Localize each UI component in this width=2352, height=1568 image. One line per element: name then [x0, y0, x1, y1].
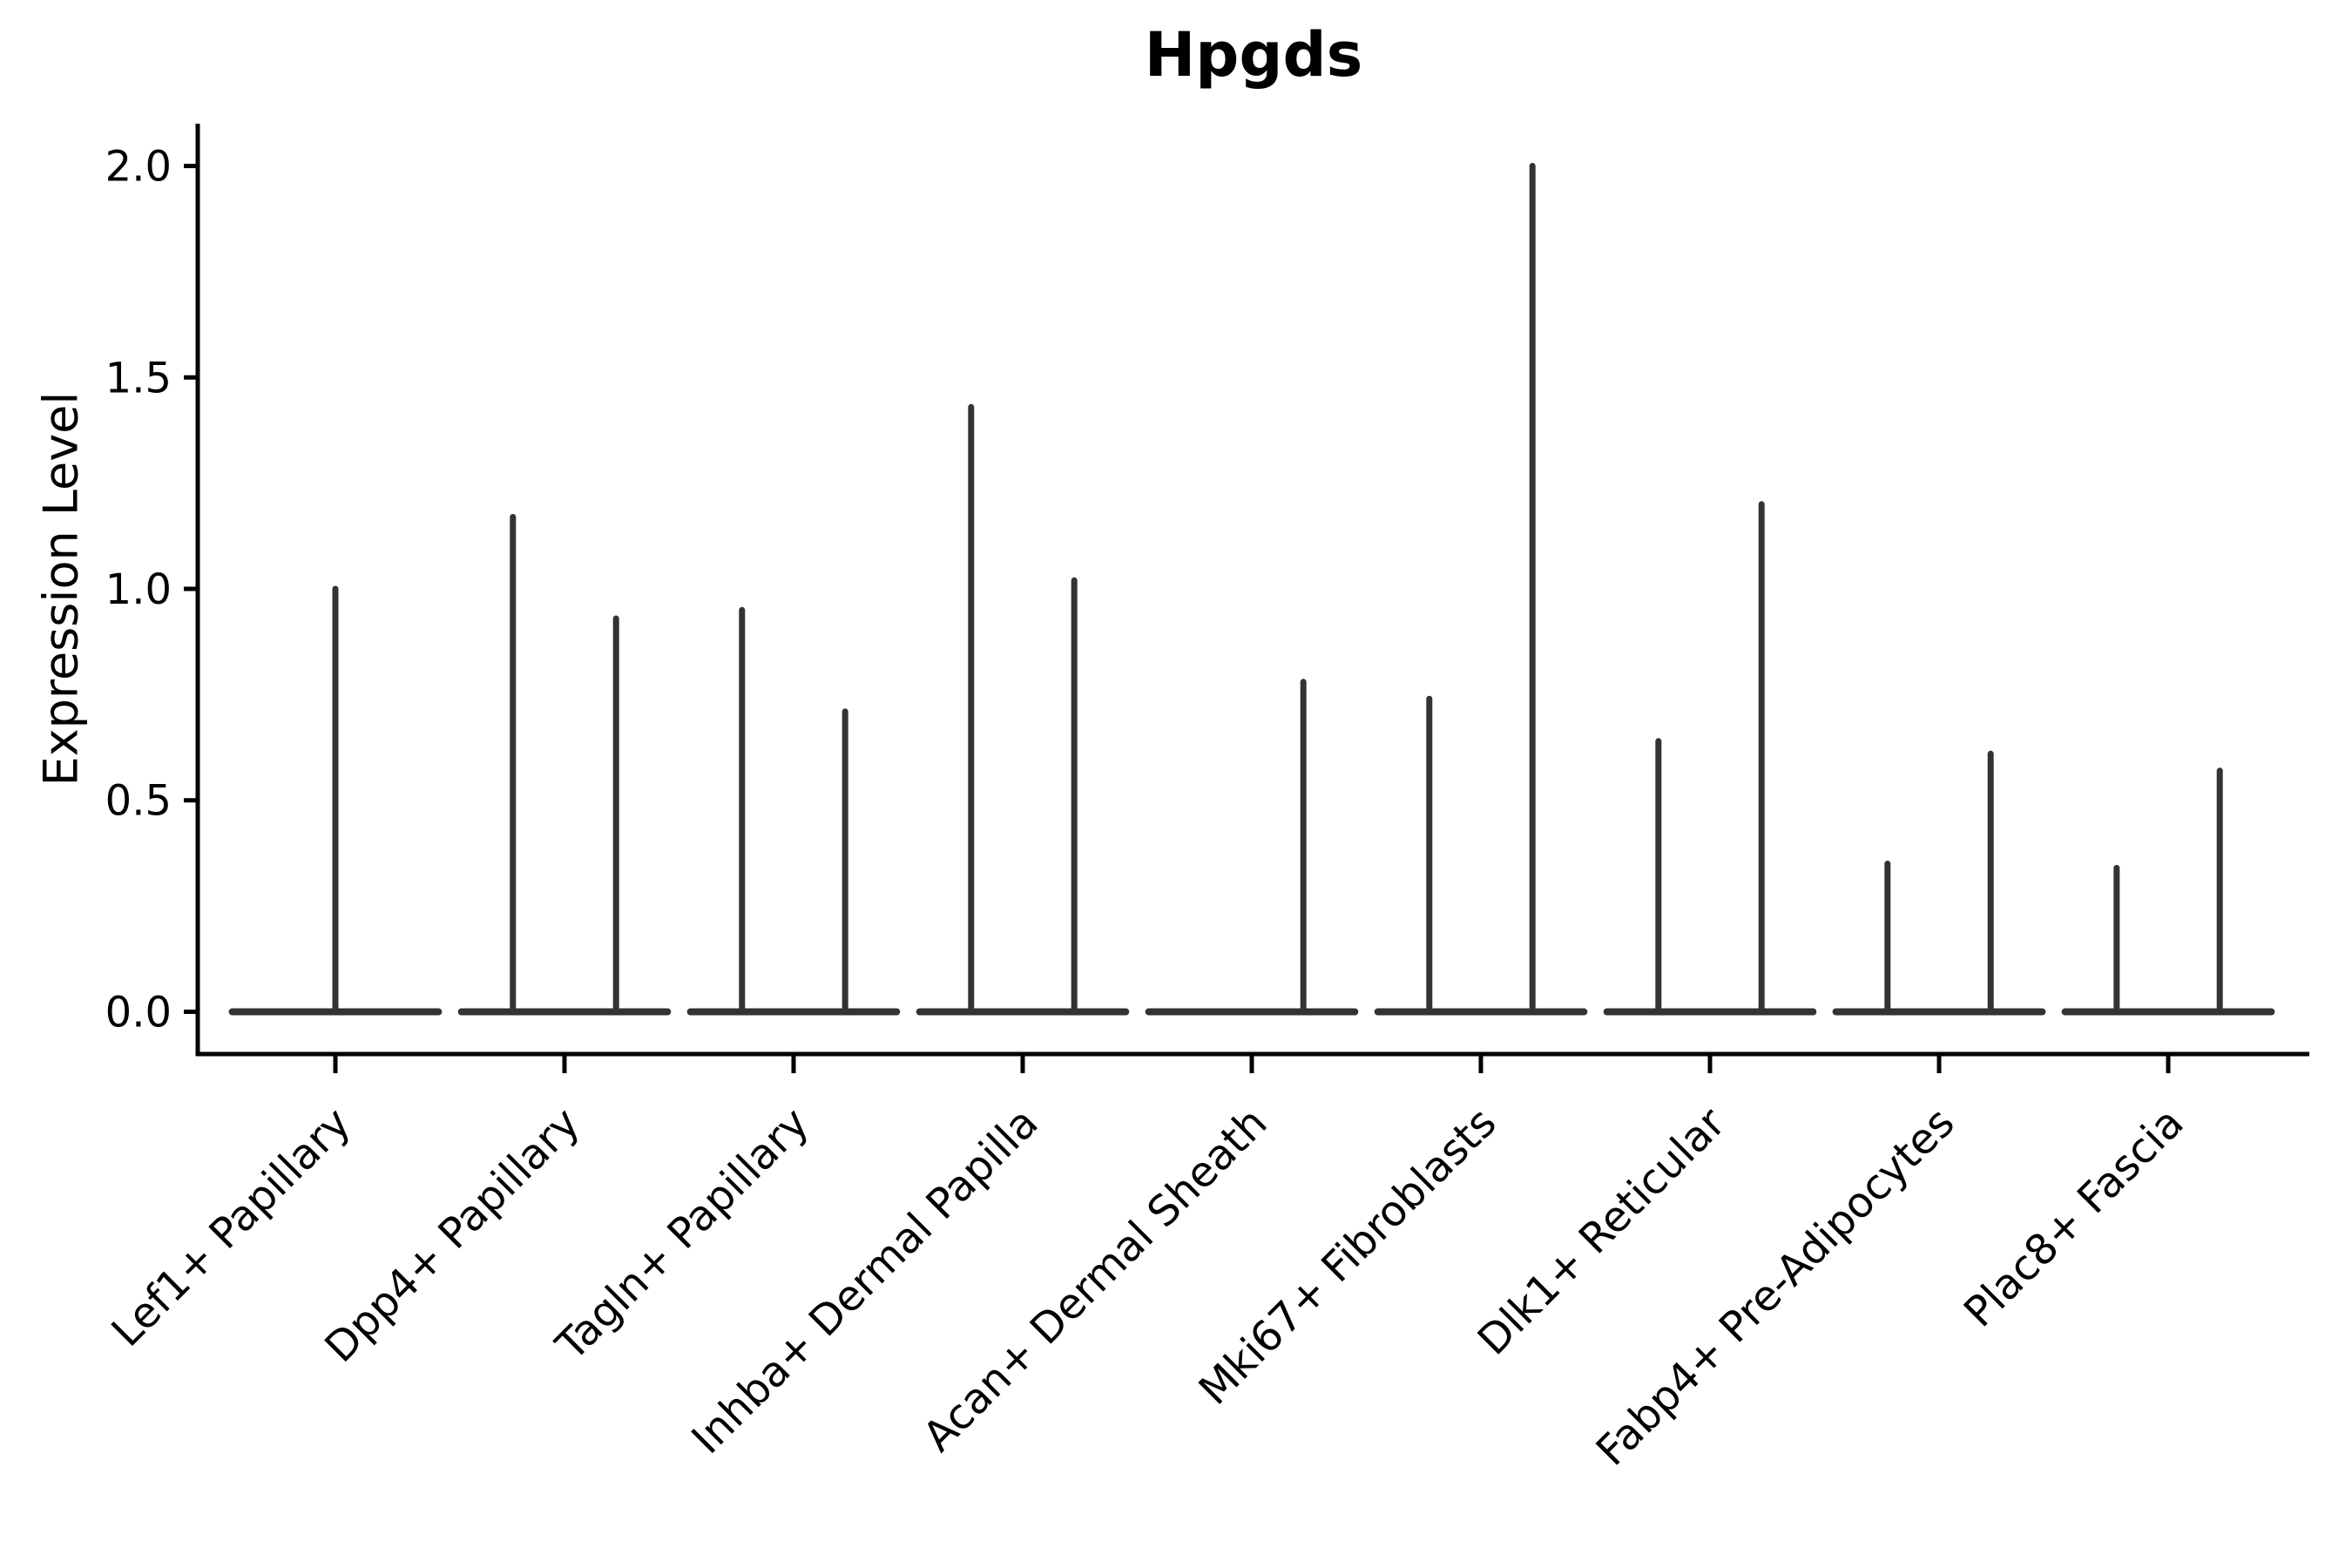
x-tick-label: Lef1+ Papillary — [103, 1098, 361, 1356]
x-tick-label: Dpp4+ Papillary — [315, 1098, 589, 1372]
chart-title: Hpgds — [1144, 19, 1363, 91]
y-axis-label: Expression Level — [33, 391, 89, 787]
y-tick-label: 1.0 — [105, 565, 172, 614]
y-tick-label: 0.0 — [105, 988, 172, 1037]
x-tick-label: Tagln+ Papillary — [546, 1098, 818, 1370]
y-tick-label: 0.5 — [105, 777, 172, 826]
y-tick-label: 2.0 — [105, 143, 172, 192]
y-tick-label: 1.5 — [105, 354, 172, 402]
x-tick-label: Dlk1+ Reticular — [1469, 1098, 1735, 1365]
x-tick-label: Plac8+ Fascia — [1955, 1098, 2193, 1337]
